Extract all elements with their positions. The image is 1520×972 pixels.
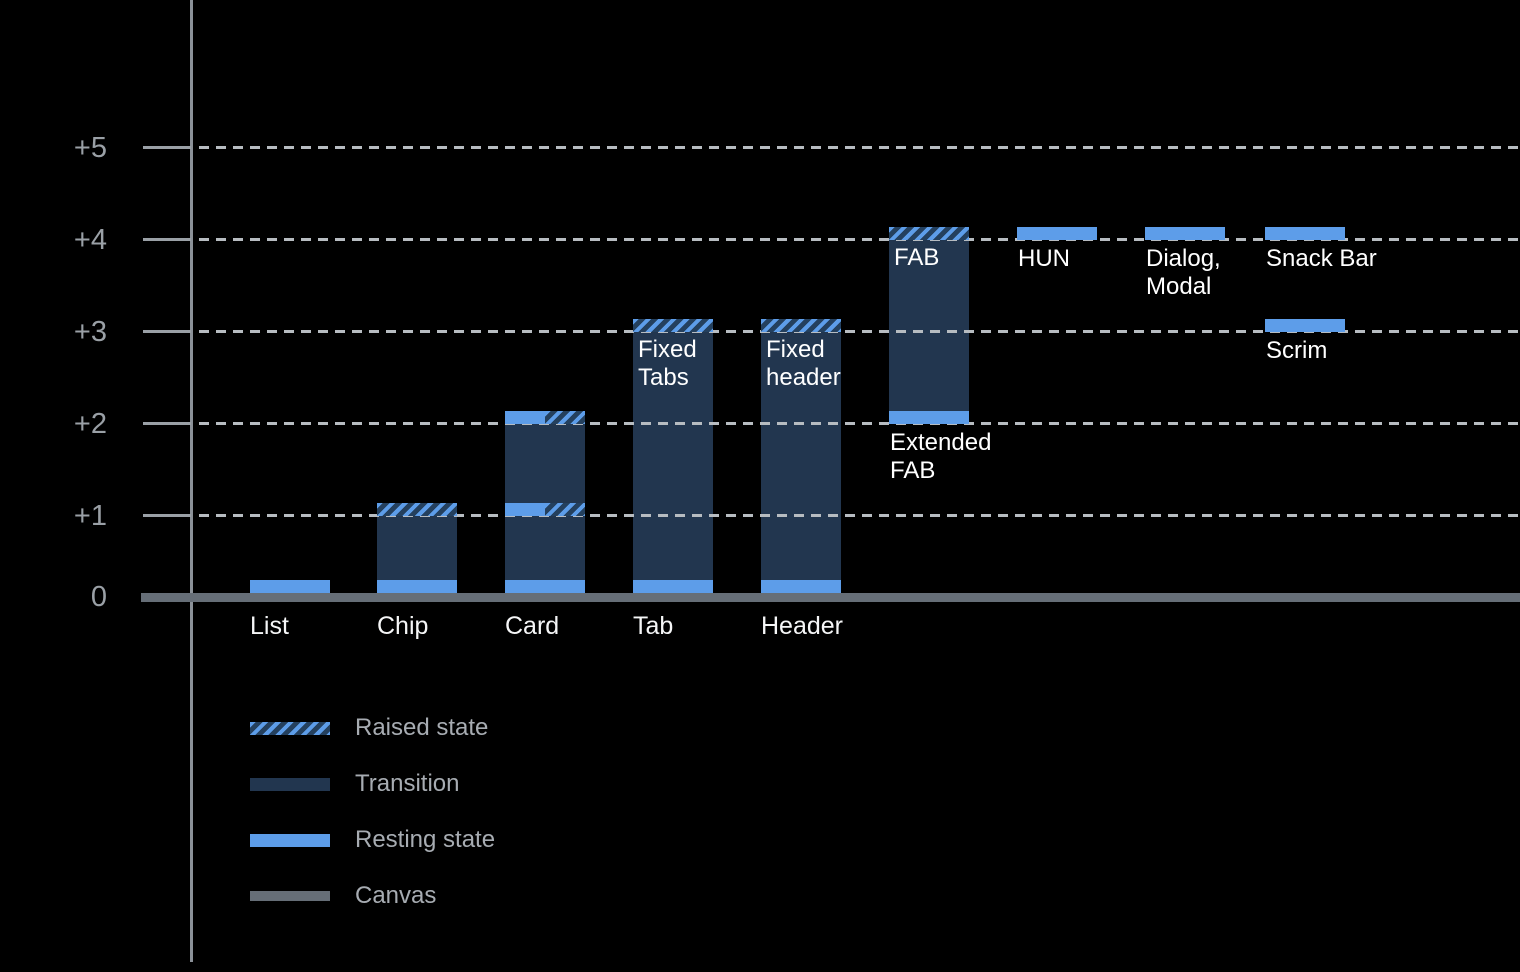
bar-tab-raised-state [633,319,713,332]
y-axis-tick-4 [143,238,191,241]
canvas-baseline [141,593,1520,602]
legend-label-resting: Resting state [355,826,496,853]
y-axis-tick-5 [143,146,191,149]
legend-row-resting: Resting state [250,826,570,854]
bar-card-resting-state [505,411,545,424]
legend-row-transition: Transition [250,770,570,798]
bar-card-resting-state [505,503,545,516]
y-axis-tick-1 [143,514,191,517]
legend-swatch-raised [250,721,330,735]
float-label-scrim: Scrim [1266,337,1328,364]
legend-label-transition: Transition [355,770,460,797]
bar-list-resting-state [250,580,330,593]
bar-header-resting-state [761,580,841,593]
bar-tab-transition [633,319,713,593]
bar-snack-bar-resting-state [1265,227,1345,240]
y-axis-label-1: +1 [73,500,107,532]
gridline-3 [199,330,1520,333]
bar-chip-resting-state [377,580,457,593]
float-label-dialog-modal: Dialog, Modal [1146,245,1221,300]
y-axis-label-4: +4 [73,224,107,256]
bar-card-raised-state [545,411,585,424]
y-axis-label-3: +3 [73,316,107,348]
bar-scrim-resting-state [1265,319,1345,332]
bar-card-transition [505,411,585,593]
gridline-5 [199,146,1520,149]
category-label-card: Card [505,612,560,640]
bar-fab-raised-state [889,227,969,240]
bar-dialog-modal-resting-state [1145,227,1225,240]
float-label-snack-bar: Snack Bar [1266,245,1377,272]
bar-inner-label-header: Fixed header [766,336,841,391]
bar-card-resting-state [505,580,585,593]
y-axis-tick-2 [143,422,191,425]
gridline-4 [199,238,1520,241]
category-label-chip: Chip [377,612,429,640]
category-label-list: List [250,612,289,640]
y-axis-line [190,0,193,962]
float-label-fab: Extended FAB [890,429,992,484]
legend-label-canvas: Canvas [355,882,437,909]
gridline-2 [199,422,1520,425]
gridline-1 [199,514,1520,517]
float-label-hun: HUN [1018,245,1070,272]
y-axis-tick-3 [143,330,191,333]
bar-inner-label-fab: FAB [894,244,940,271]
category-label-header: Header [761,612,843,640]
y-axis-label-2: +2 [73,408,107,440]
bar-inner-label-tab: Fixed Tabs [638,336,697,391]
bar-chip-raised-state [377,503,457,516]
bar-header-raised-state [761,319,841,332]
bar-hun-resting-state [1017,227,1097,240]
bar-chip-transition [377,503,457,593]
bar-card-raised-state [545,503,585,516]
bar-tab-resting-state [633,580,713,593]
legend-label-raised: Raised state [355,714,489,741]
bar-header-transition [761,319,841,593]
legend-swatch-transition [250,777,330,791]
legend-swatch-resting [250,833,330,847]
legend-swatch-canvas [250,891,330,901]
bar-fab-resting-state [889,411,969,424]
y-axis-label-5: +5 [73,132,107,164]
legend-row-raised: Raised state [250,714,570,742]
bar-fab-transition [889,227,969,424]
legend-row-canvas: Canvas [250,882,570,910]
category-label-tab: Tab [633,612,674,640]
y-axis-label-0: 0 [90,581,107,613]
